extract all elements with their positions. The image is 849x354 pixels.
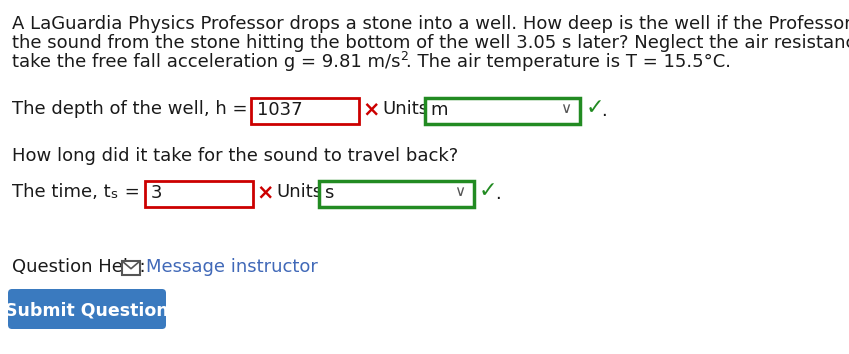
Text: Units: Units bbox=[276, 183, 323, 201]
Text: s: s bbox=[110, 188, 117, 201]
FancyBboxPatch shape bbox=[122, 261, 140, 275]
Text: Units: Units bbox=[383, 100, 429, 118]
Text: 1037: 1037 bbox=[257, 101, 303, 119]
Text: .: . bbox=[495, 185, 501, 203]
Text: How long did it take for the sound to travel back?: How long did it take for the sound to tr… bbox=[12, 147, 458, 165]
Text: Question Help:: Question Help: bbox=[12, 258, 146, 276]
Text: take the free fall acceleration g = 9.81 m/s: take the free fall acceleration g = 9.81… bbox=[12, 53, 401, 71]
Text: m: m bbox=[430, 101, 448, 119]
Text: 3: 3 bbox=[151, 184, 163, 202]
Text: Submit Question: Submit Question bbox=[5, 301, 169, 319]
Text: the sound from the stone hitting the bottom of the well 3.05 s later? Neglect th: the sound from the stone hitting the bot… bbox=[12, 34, 849, 52]
Text: =: = bbox=[119, 183, 145, 201]
Text: .: . bbox=[601, 102, 607, 120]
Text: The time, t: The time, t bbox=[12, 183, 110, 201]
Text: ✓: ✓ bbox=[479, 181, 498, 201]
FancyBboxPatch shape bbox=[8, 289, 166, 329]
Text: ✓: ✓ bbox=[586, 98, 604, 118]
FancyBboxPatch shape bbox=[251, 98, 359, 124]
Text: Message instructor: Message instructor bbox=[146, 258, 318, 276]
FancyBboxPatch shape bbox=[319, 181, 474, 207]
Text: s: s bbox=[324, 184, 334, 202]
Text: The depth of the well, h =: The depth of the well, h = bbox=[12, 100, 248, 118]
Text: ∨: ∨ bbox=[560, 101, 571, 116]
Text: 2: 2 bbox=[401, 50, 408, 63]
FancyBboxPatch shape bbox=[145, 181, 253, 207]
Text: A LaGuardia Physics Professor drops a stone into a well. How deep is the well if: A LaGuardia Physics Professor drops a st… bbox=[12, 15, 849, 33]
Text: ×: × bbox=[363, 99, 380, 119]
FancyBboxPatch shape bbox=[425, 98, 581, 124]
Text: . The air temperature is T = 15.5°C.: . The air temperature is T = 15.5°C. bbox=[407, 53, 732, 71]
Text: ×: × bbox=[256, 182, 273, 202]
Text: ∨: ∨ bbox=[454, 184, 465, 199]
